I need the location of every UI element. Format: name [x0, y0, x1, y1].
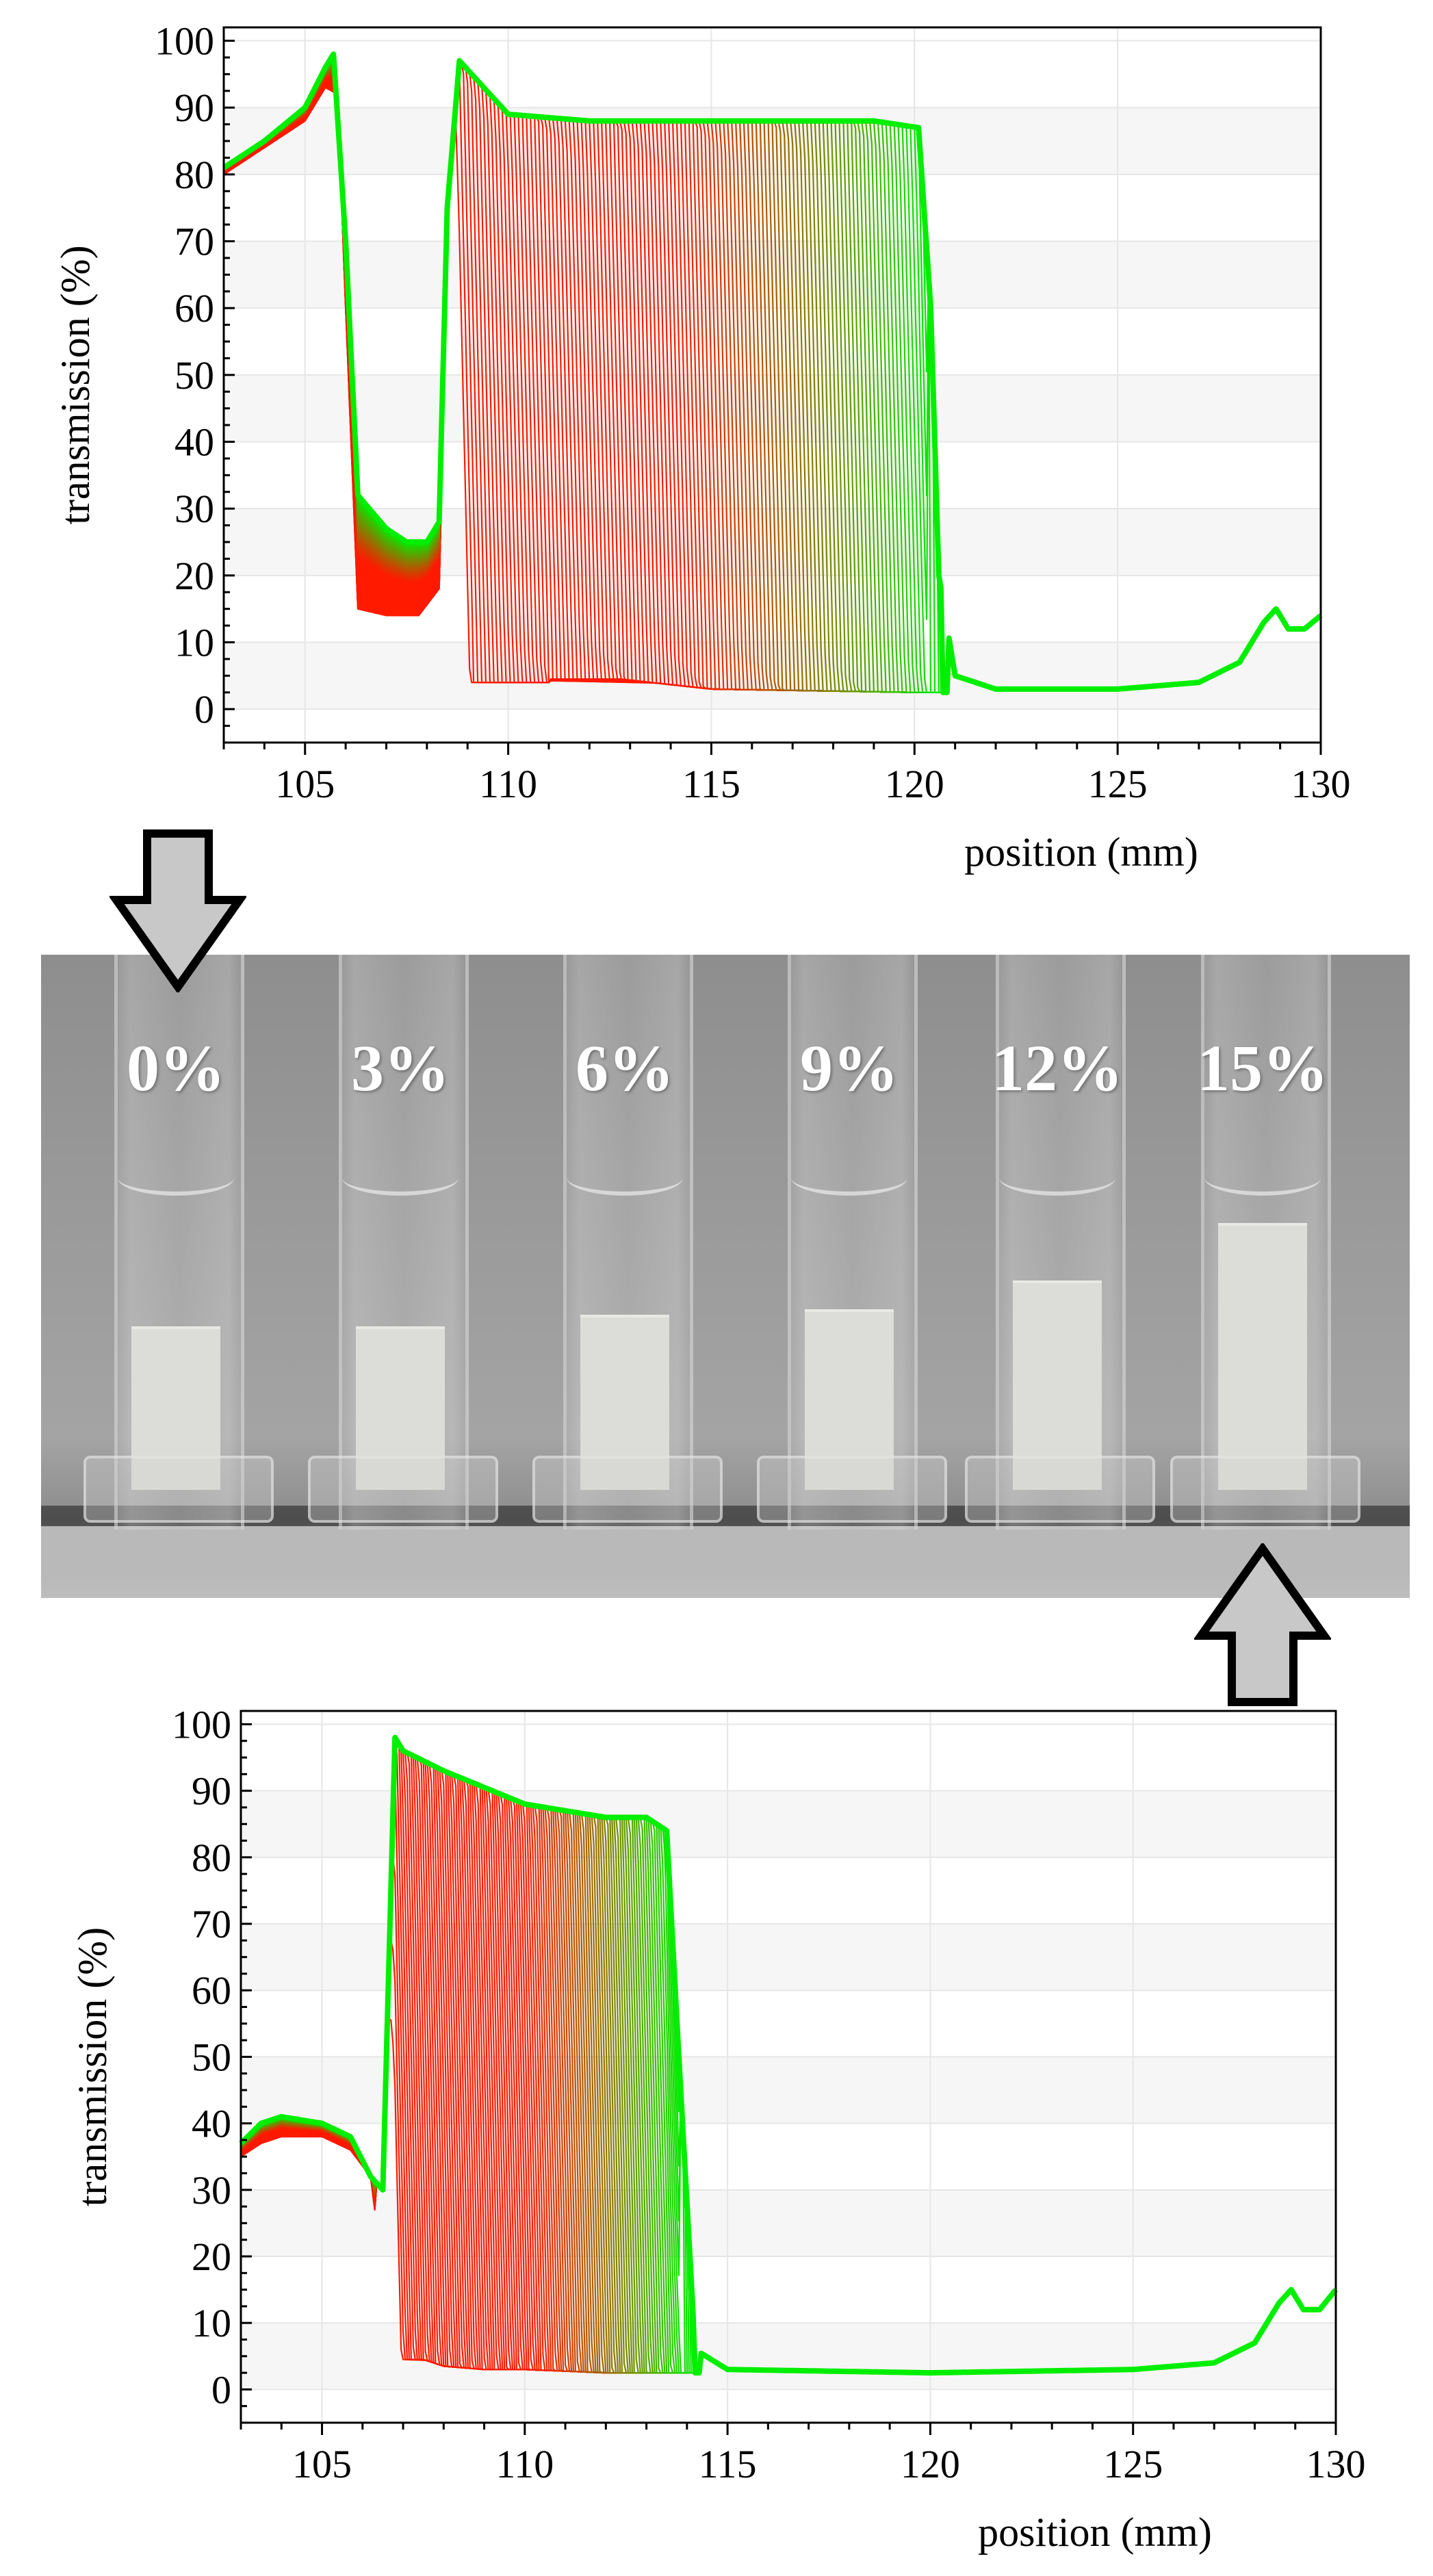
vial [965, 955, 1155, 1550]
transmission-curves [239, 1734, 1339, 2376]
x-tick-label: 130 [1291, 762, 1351, 806]
vial [757, 955, 947, 1550]
grid-band [224, 642, 1321, 710]
concentration-label: 9% [800, 1031, 899, 1105]
y-tick-label: 100 [155, 19, 214, 64]
bottom-transmission-chart: 0 10 20 30 40 50 60 70 80 90 100 105 110 115 120 125 130… [70, 1702, 1366, 2555]
y-tick-label: 40 [192, 2102, 231, 2146]
x-axis-title: position (mm) [978, 2510, 1212, 2555]
vial-meniscus [1204, 1160, 1321, 1196]
y-tick-label: 80 [175, 153, 214, 197]
concentration-label: 15% [1197, 1031, 1328, 1105]
transmission-curve [222, 51, 1323, 695]
vial-meniscus [118, 1160, 234, 1196]
vial [532, 955, 723, 1550]
vial-base [83, 1456, 274, 1523]
y-tick-label: 40 [175, 420, 214, 465]
y-tick-label: 30 [192, 2168, 231, 2213]
top-transmission-chart: 0 10 20 30 40 50 60 70 80 90 100 105 110 115 120 125 130… [53, 19, 1351, 875]
vial-sediment [1013, 1280, 1102, 1490]
vial-sediment [805, 1309, 894, 1490]
vial-meniscus [791, 1160, 907, 1196]
vial-photo: 0% 3% 6% 9% 12% 15% [41, 955, 1410, 1598]
vial-base [965, 1456, 1155, 1523]
y-tick-label: 60 [175, 286, 214, 331]
x-tick-label: 110 [495, 2442, 554, 2486]
rack-bar [41, 1526, 1410, 1581]
y-tick-label: 60 [192, 1968, 231, 2013]
x-tick-label: 105 [275, 762, 335, 806]
y-axis-title: transmission (%) [70, 1927, 115, 2206]
x-tick-label: 120 [901, 2442, 960, 2486]
vial [308, 955, 498, 1550]
vial-sediment [356, 1326, 445, 1490]
y-tick-label: 0 [194, 687, 214, 732]
y-tick-label: 30 [175, 487, 214, 531]
x-tick-label: 125 [1088, 762, 1148, 806]
plot-frame [222, 26, 1322, 744]
y-tick-label: 0 [211, 2367, 231, 2412]
y-tick-label: 90 [192, 1769, 231, 1814]
x-tick-label: 110 [479, 762, 537, 806]
vial [1170, 955, 1360, 1550]
concentration-label: 12% [992, 1031, 1123, 1105]
x-tick-label: 125 [1103, 2442, 1163, 2486]
x-tick-label: 120 [885, 762, 944, 806]
vial-base [532, 1456, 723, 1523]
vial [83, 955, 274, 1550]
vial-base [1170, 1456, 1360, 1523]
y-tick-label: 70 [192, 1902, 231, 1946]
x-tick-label: 115 [682, 762, 740, 806]
transmission-curve [239, 1734, 1339, 2376]
plot-frame [240, 1710, 1337, 2424]
vial-meniscus [567, 1160, 683, 1196]
y-tick-label: 20 [192, 2234, 231, 2279]
y-tick-label: 10 [192, 2301, 231, 2345]
x-tick-label: 105 [292, 2442, 352, 2486]
y-tick-label: 50 [192, 2035, 231, 2079]
x-tick-label: 130 [1306, 2442, 1366, 2486]
vial-sediment [1218, 1223, 1307, 1490]
vial-sediment [580, 1315, 669, 1490]
vial-base [308, 1456, 498, 1523]
vial-meniscus [999, 1160, 1115, 1196]
x-tick-label: 115 [699, 2442, 757, 2486]
y-tick-label: 70 [175, 220, 214, 264]
y-tick-label: 90 [175, 86, 214, 130]
vial-meniscus [342, 1160, 459, 1196]
down-arrow-icon [109, 829, 246, 992]
concentration-label: 3% [351, 1031, 450, 1105]
concentration-label: 6% [576, 1031, 674, 1105]
y-tick-label: 50 [175, 353, 214, 398]
up-arrow-icon [1194, 1543, 1331, 1706]
y-tick-label: 20 [175, 554, 214, 598]
y-tick-label: 10 [175, 621, 214, 665]
y-tick-label: 100 [172, 1702, 231, 1747]
vial-sediment [131, 1326, 220, 1490]
y-tick-label: 80 [192, 1836, 231, 1880]
x-axis-title: position (mm) [964, 829, 1198, 875]
concentration-label: 0% [127, 1031, 225, 1105]
vial-base [757, 1456, 947, 1523]
y-axis-title: transmission (%) [53, 245, 98, 524]
transmission-curves [222, 51, 1323, 695]
